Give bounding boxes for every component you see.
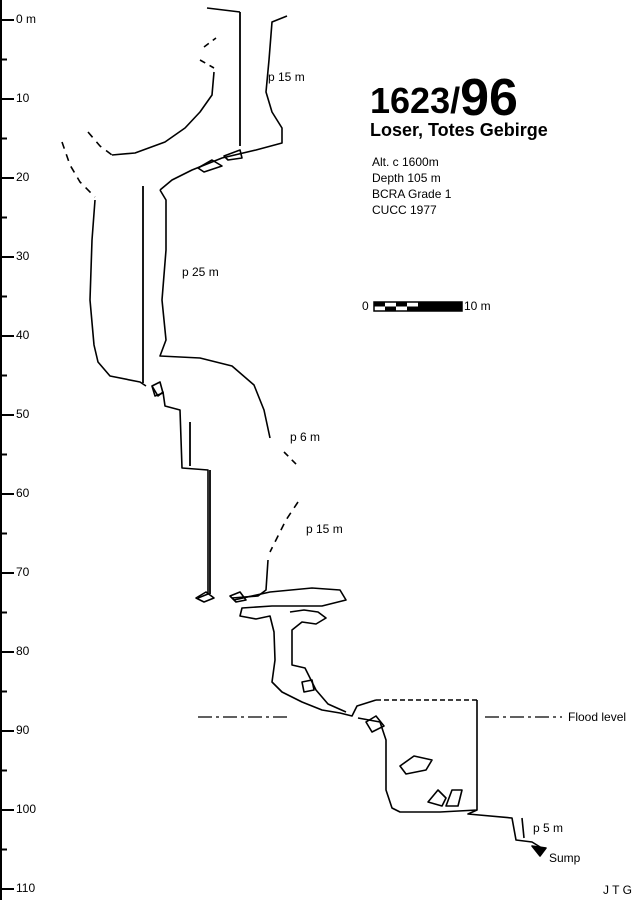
depth-tick-label: 40 [16,328,30,342]
boulder [195,591,215,603]
boulder [223,149,243,161]
wall-dashed [87,131,113,156]
pitch-label: p 25 m [182,265,219,279]
wall-dashed [61,141,96,198]
depth-tick-label: 20 [16,170,30,184]
wall [206,7,241,13]
boulder [399,755,433,775]
scale-start-label: 0 [362,299,369,313]
cave-name: Loser, Totes Gebirge [370,120,548,140]
boulder [197,159,223,173]
depth-axis [0,19,14,890]
boulder [151,381,164,397]
info-club-year: CUCC 1977 [372,203,437,217]
depth-tick-label: 110 [16,881,36,895]
sump-label: Sump [549,851,581,865]
cave-outline [61,7,562,857]
info-depth: Depth 105 m [372,171,441,185]
wall [151,385,209,599]
author-initials: J T G [603,883,632,897]
wall [521,817,525,839]
boulder [427,789,447,807]
wall-dashed [199,59,215,69]
sump-hatch [531,845,547,857]
depth-tick-label: 80 [16,644,30,658]
depth-tick-label: 50 [16,407,30,421]
scale-bar [373,301,463,312]
wall-dashed [203,37,217,48]
wall-dashed [283,451,299,467]
wall [159,15,288,191]
wall [111,71,215,156]
wall [357,700,478,813]
wall [233,587,377,717]
cave-number-main: 96 [460,69,518,127]
pitch-label: p 15 m [306,522,343,536]
depth-tick-label: 30 [16,249,30,263]
pitch-label: p 15 m [268,70,305,84]
boulder [445,789,463,807]
pitch-label: p 5 m [533,821,564,835]
scale-end-label: 10 m [464,299,491,313]
wall [89,199,147,387]
pitch-label: p 6 m [290,430,321,444]
depth-tick-label: 70 [16,565,30,579]
wall [159,189,271,439]
wall [467,809,546,851]
depth-tick-label: 10 [16,91,30,105]
cave-number: 1623/96 [370,72,518,124]
info-grade: BCRA Grade 1 [372,187,452,201]
boulder [301,679,315,693]
depth-tick-label: 60 [16,486,30,500]
cave-number-prefix: 1623/ [370,80,461,121]
wall [289,609,347,713]
flood-level-label: Flood level [568,710,627,724]
depth-tick-label: 0 m [16,12,37,26]
wall-dashed [269,501,299,553]
boulder [365,715,385,733]
info-altitude: Alt. c 1600m [372,155,439,169]
boulder [229,591,247,603]
depth-tick-label: 90 [16,723,30,737]
depth-tick-label: 100 [16,802,37,816]
